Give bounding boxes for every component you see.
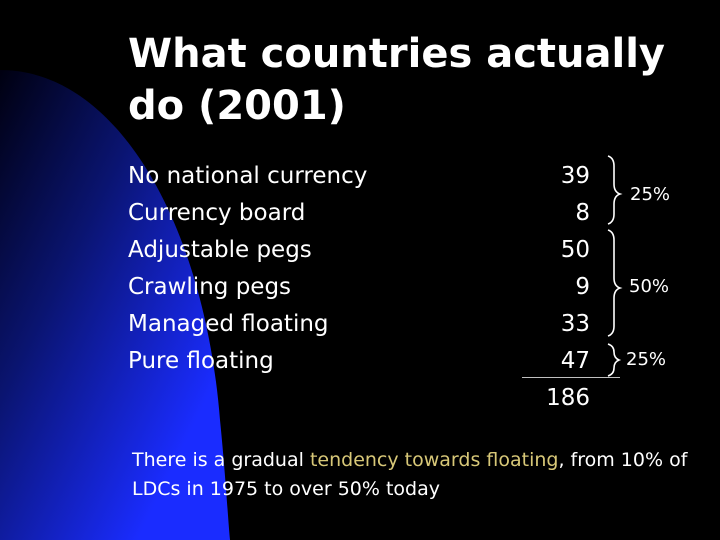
- summary-note: There is a gradual tendency towards floa…: [132, 446, 692, 504]
- row-label: Crawling pegs: [128, 274, 292, 300]
- regime-counts: 39 8 50 9 33 47: [520, 158, 590, 380]
- row-label: Currency board: [128, 200, 306, 226]
- row-value: 9: [575, 274, 590, 300]
- regime-labels: No national currency Currency board Adju…: [128, 158, 367, 380]
- row-label: Adjustable pegs: [128, 237, 312, 263]
- note-highlight: tendency towards floating: [309, 449, 559, 471]
- bracket-group-2: [607, 229, 623, 337]
- total-count: 186: [546, 385, 590, 411]
- total-rule: [522, 377, 620, 378]
- row-value: 47: [560, 348, 590, 374]
- slide-title: What countries actually do (2001): [128, 31, 665, 129]
- share-group-2: 50%: [629, 276, 670, 297]
- row-value: 33: [560, 311, 590, 337]
- bracket-group-3: [607, 343, 622, 377]
- row-label: Pure floating: [128, 348, 274, 374]
- row-value: 39: [560, 163, 590, 189]
- share-group-1: 25%: [630, 184, 671, 205]
- row-label: No national currency: [128, 163, 368, 189]
- row-label: Managed floating: [128, 311, 329, 337]
- share-group-3: 25%: [626, 349, 667, 370]
- row-value: 8: [575, 200, 590, 226]
- bracket-group-1: [607, 155, 623, 225]
- row-value: 50: [560, 237, 590, 263]
- note-text: There is a gradual: [132, 449, 310, 471]
- note-text: , from 10% of LDCs in 1975 to over 50% t…: [132, 449, 688, 500]
